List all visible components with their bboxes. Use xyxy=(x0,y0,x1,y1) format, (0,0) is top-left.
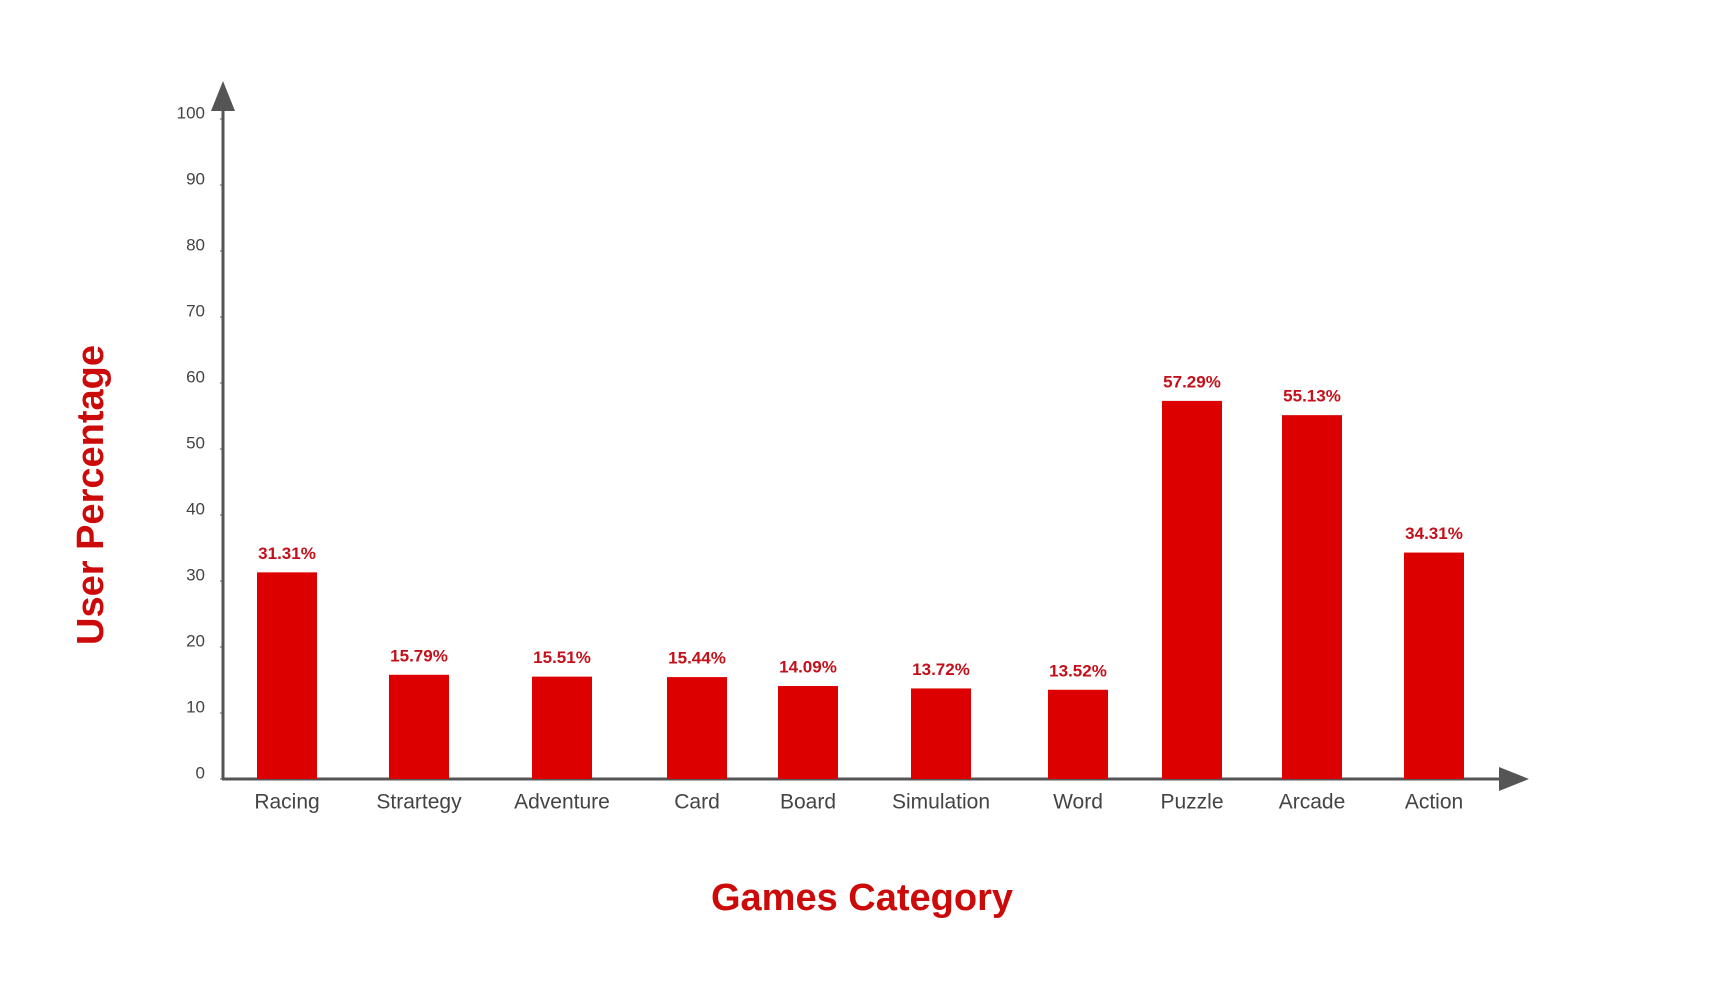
x-tick-label: Simulation xyxy=(892,791,990,814)
value-label: 14.09% xyxy=(779,657,837,676)
value-label: 15.44% xyxy=(668,649,726,668)
y-tick-label: 100 xyxy=(177,103,205,122)
value-label: 15.51% xyxy=(533,648,591,667)
x-tick-label: Strartegy xyxy=(376,791,462,814)
bar xyxy=(778,686,838,779)
y-tick-label: 80 xyxy=(186,235,205,254)
x-tick-label: Board xyxy=(780,791,836,814)
bar xyxy=(1162,400,1222,779)
value-label: 34.31% xyxy=(1405,524,1463,543)
x-tick-label: Adventure xyxy=(514,791,610,814)
x-tick-label: Puzzle xyxy=(1160,791,1223,814)
y-tick-label: 30 xyxy=(186,565,205,584)
y-tick-label: 70 xyxy=(186,301,205,320)
bar xyxy=(1282,415,1342,779)
y-tick-label: 50 xyxy=(186,433,205,452)
bar xyxy=(1404,552,1464,779)
value-label: 31.31% xyxy=(258,544,316,563)
value-label: 57.29% xyxy=(1163,372,1221,391)
bar xyxy=(911,688,971,779)
y-axis-title: User Percentage xyxy=(70,345,112,645)
value-label: 13.72% xyxy=(912,660,970,679)
value-label: 13.52% xyxy=(1049,661,1107,680)
bar xyxy=(389,674,449,779)
x-axis-title: Games Category xyxy=(711,877,1013,919)
value-label: 55.13% xyxy=(1283,387,1341,406)
y-tick-label: 60 xyxy=(186,367,205,386)
x-tick-label: Card xyxy=(674,791,720,814)
y-tick-label: 90 xyxy=(186,169,205,188)
bar xyxy=(532,676,592,779)
x-tick-label: Action xyxy=(1405,791,1463,814)
bar xyxy=(257,572,317,779)
y-tick-label: 0 xyxy=(196,763,205,782)
bar xyxy=(667,677,727,779)
y-tick-label: 40 xyxy=(186,499,205,518)
y-tick-label: 10 xyxy=(186,697,205,716)
y-tick-label: 20 xyxy=(186,631,205,650)
bar xyxy=(1048,689,1108,779)
x-tick-label: Racing xyxy=(254,791,319,814)
value-label: 15.79% xyxy=(390,646,448,665)
x-tick-label: Arcade xyxy=(1279,791,1346,814)
x-tick-label: Word xyxy=(1053,791,1103,814)
